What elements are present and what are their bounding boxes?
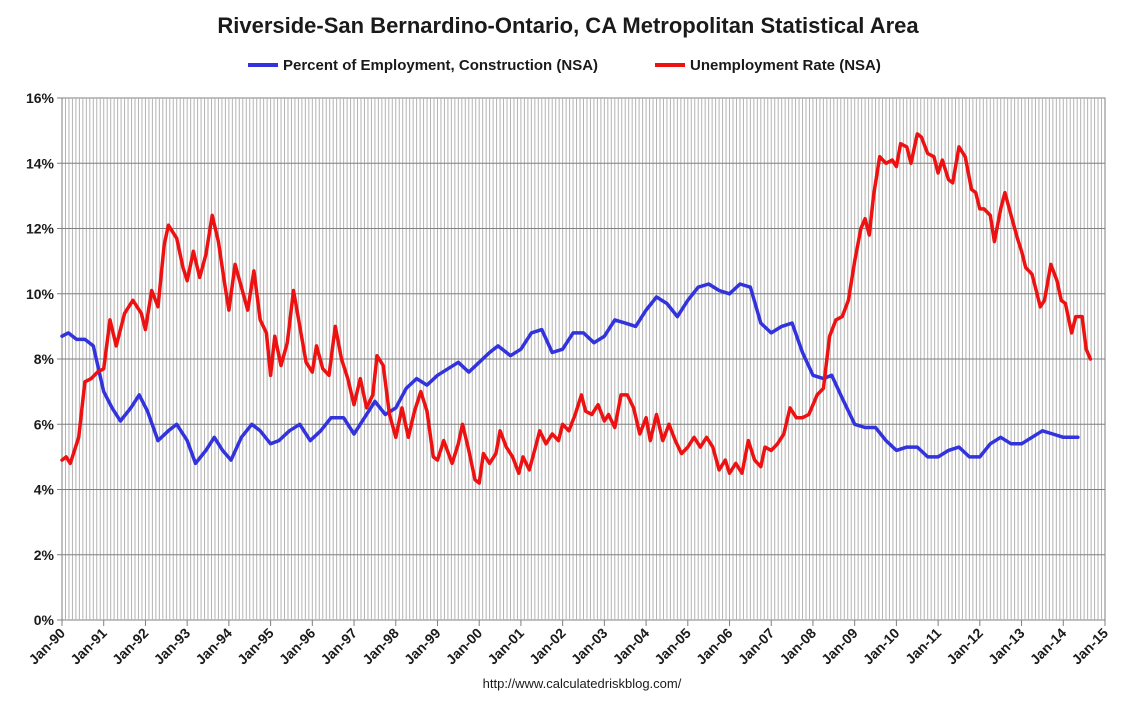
y-tick-label: 16% bbox=[26, 90, 55, 106]
x-tick-label: Jan-05 bbox=[651, 625, 694, 668]
x-tick-label: Jan-99 bbox=[401, 625, 444, 668]
y-tick-label: 14% bbox=[26, 155, 55, 171]
x-tick-label: Jan-94 bbox=[192, 625, 235, 668]
y-tick-label: 12% bbox=[26, 221, 55, 237]
x-tick-label: Jan-15 bbox=[1068, 625, 1111, 668]
y-tick-label: 8% bbox=[34, 351, 55, 367]
chart-title: Riverside-San Bernardino-Ontario, CA Met… bbox=[217, 13, 919, 38]
x-tick-label: Jan-96 bbox=[276, 625, 319, 668]
x-tick-label: Jan-14 bbox=[1027, 625, 1070, 668]
series-line-unemployment bbox=[60, 132, 1093, 485]
x-tick-label: Jan-11 bbox=[902, 625, 944, 667]
x-tick-label: Jan-93 bbox=[151, 625, 194, 668]
series-line-construction bbox=[60, 282, 1080, 466]
y-tick-label: 4% bbox=[34, 482, 55, 498]
legend-label-construction: Percent of Employment, Construction (NSA… bbox=[283, 57, 598, 74]
x-tick-label: Jan-02 bbox=[526, 625, 569, 668]
x-tick-label: Jan-97 bbox=[317, 625, 360, 668]
source-url[interactable]: http://www.calculatedriskblog.com/ bbox=[483, 676, 682, 691]
x-tick-label: Jan-04 bbox=[610, 625, 653, 668]
x-tick-label: Jan-03 bbox=[568, 625, 611, 668]
x-tick-label: Jan-01 bbox=[484, 625, 527, 668]
y-tick-label: 6% bbox=[34, 416, 55, 432]
x-tick-label: Jan-10 bbox=[860, 625, 903, 668]
x-tick-label: Jan-08 bbox=[776, 625, 819, 668]
y-tick-label: 10% bbox=[26, 286, 55, 302]
x-tick-label: Jan-13 bbox=[985, 625, 1028, 668]
series-lines bbox=[60, 132, 1093, 485]
gridlines bbox=[62, 98, 1105, 620]
x-tick-label: Jan-12 bbox=[943, 625, 986, 668]
x-tick-label: Jan-06 bbox=[693, 625, 736, 668]
x-tick-label: Jan-95 bbox=[234, 625, 277, 668]
legend: Percent of Employment, Construction (NSA… bbox=[248, 57, 881, 74]
legend-label-unemployment: Unemployment Rate (NSA) bbox=[690, 57, 881, 74]
x-tick-label: Jan-07 bbox=[735, 625, 778, 668]
x-tick-label: Jan-98 bbox=[359, 625, 402, 668]
y-tick-label: 0% bbox=[34, 612, 55, 628]
x-tick-label: Jan-00 bbox=[443, 625, 486, 668]
x-tick-label: Jan-91 bbox=[67, 625, 110, 668]
x-tick-label: Jan-90 bbox=[25, 625, 68, 668]
x-tick-label: Jan-09 bbox=[818, 625, 861, 668]
y-tick-label: 2% bbox=[34, 547, 55, 563]
x-tick-label: Jan-92 bbox=[109, 625, 152, 668]
